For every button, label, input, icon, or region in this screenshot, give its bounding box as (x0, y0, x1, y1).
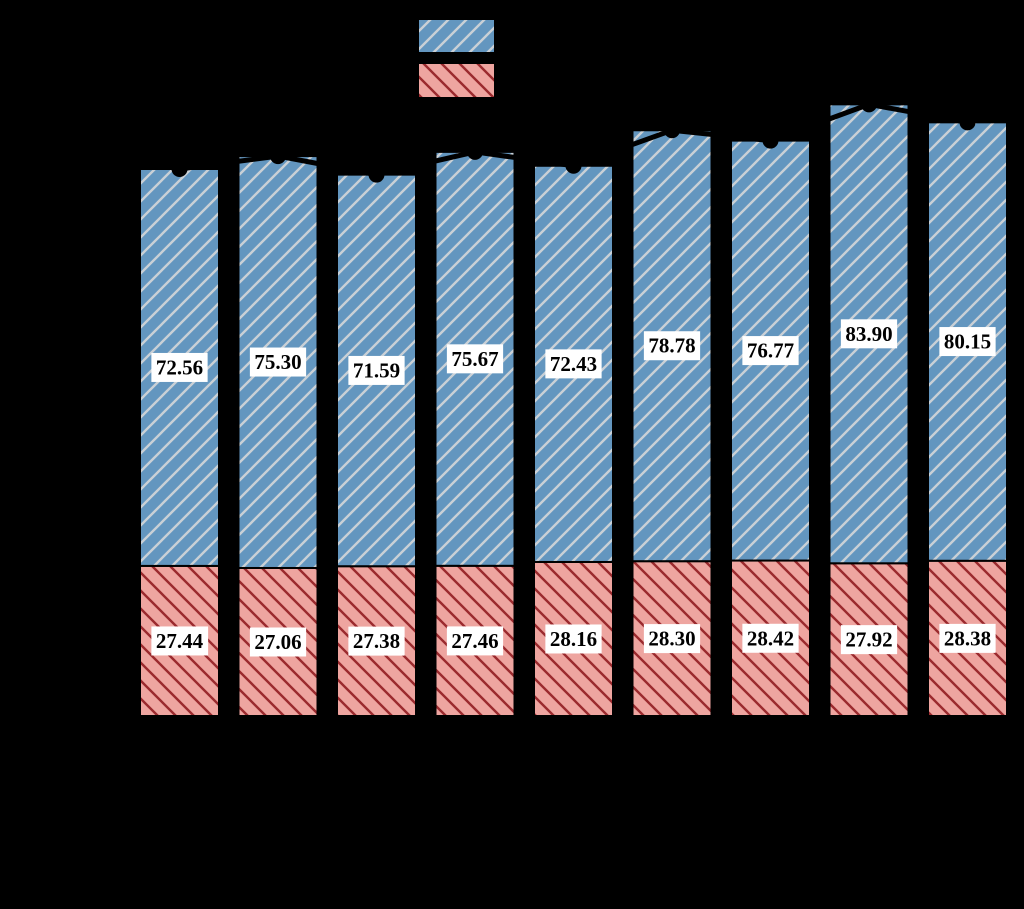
red-value-label: 27.38 (348, 626, 405, 656)
blue-value-label-text: 72.43 (550, 352, 597, 376)
blue-value-label: 71.59 (348, 355, 405, 385)
red-value-label-text: 27.44 (156, 629, 204, 653)
red-value-label-text: 27.06 (254, 630, 301, 654)
blue-value-label: 72.56 (151, 352, 208, 382)
blue-value-label-box (249, 347, 307, 377)
blue-value-label-text: 83.90 (845, 322, 892, 346)
red-value-label: 27.06 (249, 627, 307, 657)
red-value-label-box (742, 623, 799, 653)
blue-value-label-box (939, 327, 996, 357)
total-line-markers (171, 96, 976, 183)
blue-value-label-box (840, 319, 898, 349)
blue-value-label-box (446, 344, 504, 374)
red-value-label: 28.42 (742, 623, 799, 653)
red-value-label-text: 27.92 (845, 628, 892, 652)
legend-swatch-blue (417, 18, 496, 54)
blue-value-label: 80.15 (939, 327, 996, 357)
legend-swatch-red (417, 62, 496, 99)
red-value-label-box (939, 623, 996, 653)
blue-value-label: 76.77 (742, 336, 799, 366)
value-labels: 72.56 27.44 75.30 27.06 71.59 27.38 75.67 27.46… (151, 319, 996, 657)
blue-value-label-text: 78.78 (648, 334, 695, 358)
total-line-marker (762, 132, 779, 149)
red-value-label-box (249, 627, 307, 657)
red-value-label: 28.16 (545, 624, 602, 654)
red-value-label: 28.38 (939, 623, 996, 653)
blue-value-label-box (348, 355, 405, 385)
red-value-label-box (545, 624, 602, 654)
total-line-marker (959, 114, 976, 131)
blue-value-label-box (742, 336, 799, 366)
total-line-marker (467, 143, 483, 160)
red-value-label-box (151, 626, 209, 656)
red-value-label: 27.46 (446, 626, 504, 656)
red-value-label-text: 27.46 (451, 629, 498, 653)
red-value-label-box (446, 626, 504, 656)
blue-value-label: 78.78 (643, 331, 701, 361)
blue-value-label-box (151, 352, 208, 382)
red-value-label: 27.44 (151, 626, 209, 656)
red-value-label-text: 28.42 (747, 626, 794, 650)
red-value-label-text: 28.30 (648, 627, 695, 651)
total-line-marker (664, 122, 680, 139)
blue-value-label-text: 76.77 (747, 339, 794, 363)
blue-value-label-box (643, 331, 701, 361)
blue-value-label: 83.90 (840, 319, 898, 349)
blue-value-label-text: 71.59 (353, 358, 400, 382)
blue-value-label-text: 72.56 (156, 355, 203, 379)
blue-value-label-text: 80.15 (944, 330, 991, 354)
total-line-marker (565, 157, 582, 174)
total-line-marker (171, 161, 188, 177)
red-value-label: 27.92 (840, 625, 898, 655)
red-value-label-text: 28.16 (550, 627, 597, 651)
blue-value-label: 72.43 (545, 349, 602, 379)
red-value-label: 28.30 (643, 624, 701, 654)
red-value-label-text: 28.38 (944, 626, 991, 650)
blue-value-label-text: 75.30 (254, 350, 301, 374)
bars (139, 103, 1008, 718)
total-line-marker (368, 166, 385, 183)
blue-value-label-box (545, 349, 602, 379)
blue-value-label: 75.67 (446, 344, 504, 374)
blue-value-label-text: 75.67 (451, 347, 498, 371)
red-value-label-text: 27.38 (353, 629, 400, 653)
red-value-label-box (840, 625, 898, 655)
red-value-label-box (643, 624, 701, 654)
legend (417, 18, 496, 99)
total-line-marker (861, 96, 877, 113)
blue-value-label: 75.30 (249, 347, 307, 377)
total-line-marker (270, 148, 286, 165)
red-value-label-box (348, 626, 405, 656)
